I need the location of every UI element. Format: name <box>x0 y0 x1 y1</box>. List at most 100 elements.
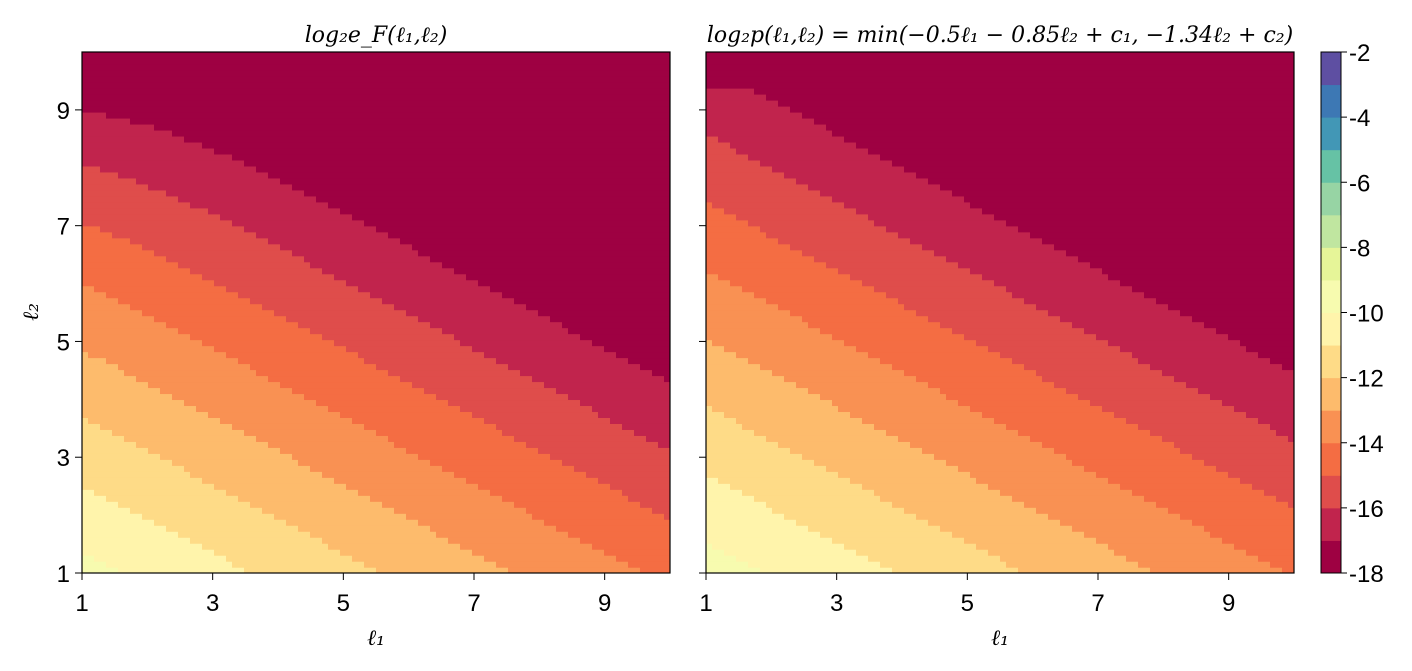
contour-cell <box>406 501 413 508</box>
contour-cell <box>94 489 101 496</box>
contour-cell <box>238 567 245 573</box>
contour-cell <box>250 459 257 466</box>
contour-cell <box>244 513 251 520</box>
contour-cell <box>148 111 155 119</box>
contour-cell <box>244 195 251 203</box>
contour-cell <box>106 327 113 335</box>
contour-cell <box>322 441 329 448</box>
contour-cell <box>388 357 395 365</box>
contour-cell <box>82 435 89 442</box>
contour-cell <box>268 147 275 155</box>
contour-cell <box>100 195 107 203</box>
contour-cell <box>274 465 281 472</box>
contour-cell <box>292 549 299 556</box>
contour-cell <box>388 435 395 442</box>
contour-cell <box>292 243 299 251</box>
contour-cell <box>274 147 281 155</box>
contour-cell <box>400 339 407 347</box>
contour-cell <box>142 369 149 377</box>
contour-cell <box>232 93 239 101</box>
contour-cell <box>148 159 155 167</box>
contour-cell <box>250 243 257 251</box>
contour-cell <box>310 201 317 209</box>
contour-cell <box>166 543 173 550</box>
contour-cell <box>406 549 413 556</box>
contour-cell <box>316 465 323 472</box>
contour-cell <box>322 243 329 251</box>
contour-cell <box>88 441 95 448</box>
contour-cell <box>334 375 341 383</box>
contour-cell <box>358 273 365 281</box>
contour-cell <box>160 57 167 65</box>
contour-cell <box>100 159 107 167</box>
contour-cell <box>244 297 251 305</box>
contour-cell <box>136 447 143 454</box>
contour-cell <box>274 567 281 573</box>
contour-cell <box>364 219 371 227</box>
contour-cell <box>382 183 389 191</box>
contour-cell <box>394 399 401 407</box>
contour-cell <box>268 219 275 227</box>
contour-cell <box>154 225 161 233</box>
contour-cell <box>274 537 281 544</box>
contour-cell <box>340 63 347 71</box>
contour-cell <box>340 519 347 526</box>
contour-cell <box>352 177 359 185</box>
contour-cell <box>82 243 89 251</box>
contour-cell <box>418 525 425 532</box>
contour-cell <box>268 165 275 173</box>
contour-cell <box>418 231 425 239</box>
contour-cell <box>238 537 245 544</box>
contour-cell <box>124 357 131 365</box>
contour-cell <box>358 153 365 161</box>
contour-cell <box>220 357 227 365</box>
contour-cell <box>82 525 89 532</box>
contour-cell <box>220 213 227 221</box>
contour-cell <box>376 399 383 407</box>
contour-cell <box>364 129 371 137</box>
contour-cell <box>394 249 401 257</box>
contour-cell <box>304 111 311 119</box>
contour-cell <box>172 111 179 119</box>
contour-cell <box>118 213 125 221</box>
contour-cell <box>154 561 161 568</box>
contour-cell <box>346 531 353 538</box>
contour-cell <box>220 327 227 335</box>
contour-cell <box>370 52 377 59</box>
contour-cell <box>262 327 269 335</box>
contour-cell <box>172 93 179 101</box>
contour-cell <box>376 561 383 568</box>
contour-cell <box>304 561 311 568</box>
contour-cell <box>292 69 299 77</box>
contour-cell <box>214 477 221 484</box>
contour-cell <box>292 519 299 526</box>
contour-cell <box>388 423 395 430</box>
contour-cell <box>88 423 95 430</box>
contour-cell <box>418 399 425 407</box>
contour-cell <box>352 399 359 407</box>
contour-cell <box>88 219 95 227</box>
contour-cell <box>160 207 167 215</box>
contour-cell <box>424 549 431 556</box>
contour-cell <box>406 201 413 209</box>
contour-cell <box>82 225 89 233</box>
contour-cell <box>268 129 275 137</box>
contour-cell <box>148 375 155 383</box>
contour-cell <box>388 417 395 424</box>
contour-cell <box>370 369 377 377</box>
contour-cell <box>280 141 287 149</box>
contour-cell <box>304 441 311 448</box>
contour-cell <box>136 93 143 101</box>
contour-cell <box>322 519 329 526</box>
contour-cell <box>220 495 227 502</box>
contour-cell <box>214 561 221 568</box>
contour-cell <box>88 147 95 155</box>
contour-cell <box>208 231 215 239</box>
contour-cell <box>274 249 281 257</box>
contour-cell <box>208 285 215 293</box>
contour-cell <box>112 519 119 526</box>
contour-cell <box>334 501 341 508</box>
contour-cell <box>310 159 317 167</box>
contour-cell <box>154 147 161 155</box>
contour-cell <box>232 555 239 562</box>
